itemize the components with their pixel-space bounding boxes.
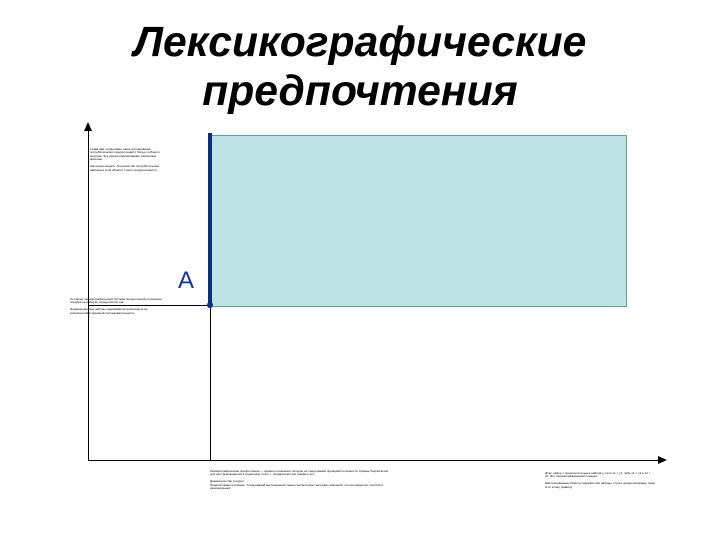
region-left-edge: [208, 133, 212, 307]
y-axis: [88, 130, 89, 460]
annotation-y-upper: Глава два, продолжает наше исследование …: [90, 148, 170, 172]
annotation-x-right: Итак, набор x предпочтительнее набора y,…: [545, 472, 655, 489]
slide-root: Лексикографические предпочтения A Глава …: [0, 0, 720, 540]
annotation-y-lower: Согласно лексикографической системе пред…: [70, 298, 165, 315]
y-axis-arrow-icon: [84, 122, 92, 131]
guide-vertical: [210, 305, 211, 460]
preferred-region: [210, 135, 627, 307]
point-a-label: A: [178, 267, 194, 295]
chart-area: A Глава два, продолжает наше исследовани…: [0, 0, 720, 540]
x-axis: [88, 460, 658, 461]
annotation-x-left: Лексикографические предпочтения — пример…: [210, 470, 390, 491]
x-axis-arrow-icon: [658, 456, 667, 464]
point-a: [207, 302, 213, 308]
